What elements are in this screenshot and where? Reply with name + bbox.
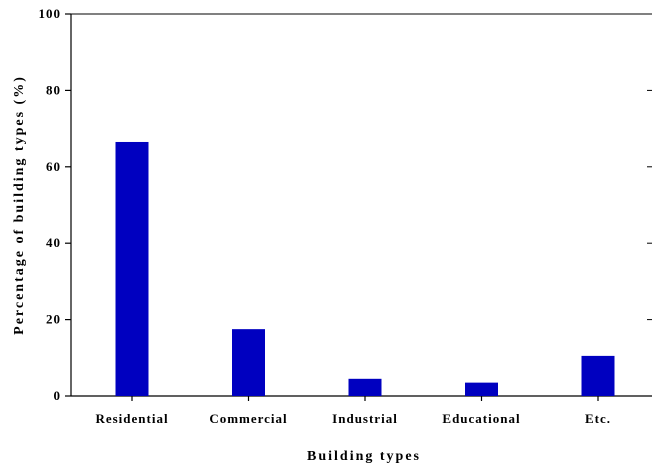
y-tick-label: 40 (46, 235, 61, 250)
plot-frame (70, 13, 652, 397)
y-tick-label: 0 (54, 388, 62, 403)
x-tick-label: Commercial (209, 411, 287, 426)
y-tick-label: 60 (46, 159, 61, 174)
x-tick-label: Educational (442, 411, 520, 426)
y-axis-ticks: 0 20 40 60 80 100 (39, 6, 652, 403)
bars (115, 141, 615, 396)
bar-etc (581, 355, 615, 396)
y-tick-label: 20 (46, 312, 61, 327)
bar-industrial (348, 378, 382, 396)
bar-educational (465, 382, 498, 396)
x-axis-title: Building types (307, 449, 421, 464)
x-axis-ticks: Residential Commercial Industrial Education… (95, 396, 611, 426)
bar-commercial (232, 329, 265, 396)
y-tick-label: 100 (39, 6, 62, 21)
y-axis-title: Percentage of building types (%) (12, 75, 27, 335)
x-tick-label: Residential (95, 411, 168, 426)
bar-residential (115, 141, 149, 396)
x-tick-label: Etc. (585, 411, 611, 426)
y-tick-label: 80 (46, 82, 61, 97)
x-tick-label: Industrial (332, 411, 398, 426)
